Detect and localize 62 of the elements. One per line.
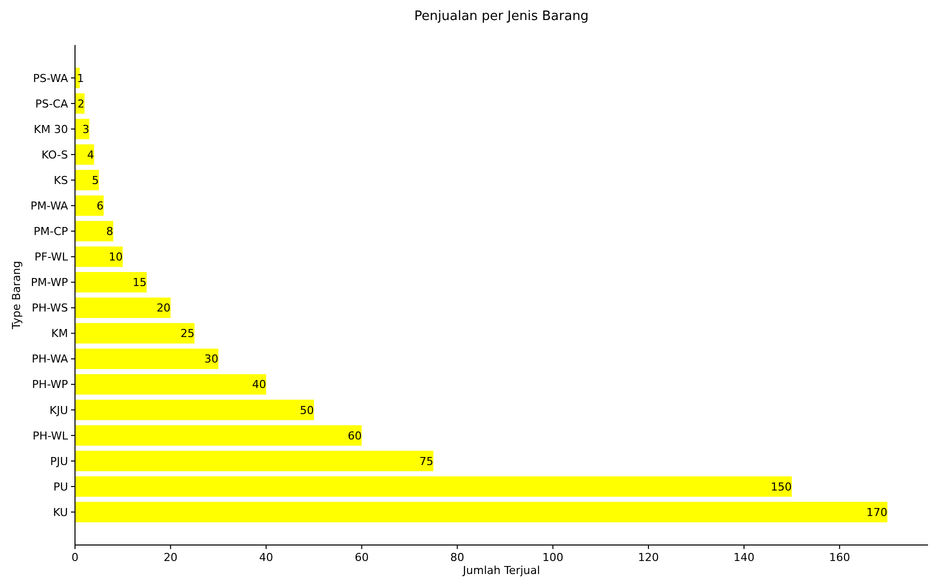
data-label: 40 bbox=[252, 378, 266, 392]
x-tick-label: 120 bbox=[638, 551, 659, 564]
y-tick-label: PS-CA bbox=[35, 97, 68, 110]
data-label: 60 bbox=[348, 429, 362, 442]
y-tick-label: PF-WL bbox=[34, 250, 69, 264]
bar bbox=[75, 400, 314, 420]
data-label: 75 bbox=[419, 454, 434, 468]
data-label: 4 bbox=[87, 148, 94, 162]
data-label: 150 bbox=[770, 480, 792, 494]
bar bbox=[75, 323, 194, 344]
chart-title: Penjualan per Jenis Barang bbox=[414, 9, 589, 24]
bar bbox=[75, 450, 434, 472]
data-label: 15 bbox=[132, 276, 147, 290]
y-tick-label: PM-WA bbox=[30, 199, 68, 212]
y-tick-label: PM-CP bbox=[34, 225, 68, 238]
x-tick-label: 40 bbox=[259, 551, 274, 564]
bar bbox=[75, 144, 94, 165]
y-tick-label: KS bbox=[54, 174, 68, 187]
data-label: 10 bbox=[108, 250, 123, 264]
y-tick-label: PH-WL bbox=[32, 429, 69, 442]
x-tick-label: 80 bbox=[450, 551, 464, 564]
bar bbox=[75, 502, 888, 522]
bar bbox=[75, 298, 171, 318]
x-tick-label: 60 bbox=[354, 551, 369, 564]
y-tick-label: PJU bbox=[50, 454, 68, 468]
y-tick-label: PH-WP bbox=[32, 378, 68, 392]
x-tick-label: 160 bbox=[829, 551, 850, 564]
bar bbox=[75, 374, 266, 395]
data-label: 2 bbox=[78, 97, 85, 110]
bar bbox=[75, 170, 99, 190]
y-tick-label: PM-WP bbox=[30, 276, 68, 290]
bar bbox=[75, 425, 362, 446]
bar bbox=[75, 476, 792, 497]
x-tick-label: 0 bbox=[72, 551, 78, 564]
data-label: 8 bbox=[106, 225, 114, 238]
x-tick-label: 140 bbox=[734, 551, 755, 564]
y-axis-title: Type Barang bbox=[10, 260, 23, 330]
data-label: 170 bbox=[866, 506, 888, 519]
x-tick-label: 100 bbox=[542, 551, 564, 564]
y-tick-label: KO-S bbox=[41, 148, 68, 162]
y-tick-label: KM 30 bbox=[34, 122, 68, 136]
x-axis-title: Jumlah Terjual bbox=[462, 564, 540, 577]
data-label: 3 bbox=[82, 122, 90, 136]
y-tick-label: PH-WS bbox=[32, 302, 68, 315]
y-tick-label: KU bbox=[53, 506, 68, 519]
y-tick-label: PU bbox=[53, 480, 68, 494]
data-label: 25 bbox=[180, 327, 194, 340]
bar bbox=[75, 246, 123, 267]
bar bbox=[75, 195, 104, 216]
y-tick-label: PH-WA bbox=[32, 352, 68, 366]
bar bbox=[75, 220, 114, 242]
bar bbox=[75, 348, 218, 370]
data-label: 50 bbox=[300, 404, 314, 417]
data-label: 6 bbox=[96, 199, 104, 212]
x-tick-label: 20 bbox=[164, 551, 178, 564]
y-tick-label: PS-WA bbox=[33, 72, 68, 85]
bar bbox=[75, 272, 147, 292]
y-tick-label: KM bbox=[51, 327, 68, 340]
data-label: 5 bbox=[92, 174, 99, 187]
data-label: 20 bbox=[156, 302, 171, 315]
y-tick-label: KJU bbox=[49, 404, 68, 417]
data-label: 30 bbox=[204, 352, 218, 366]
